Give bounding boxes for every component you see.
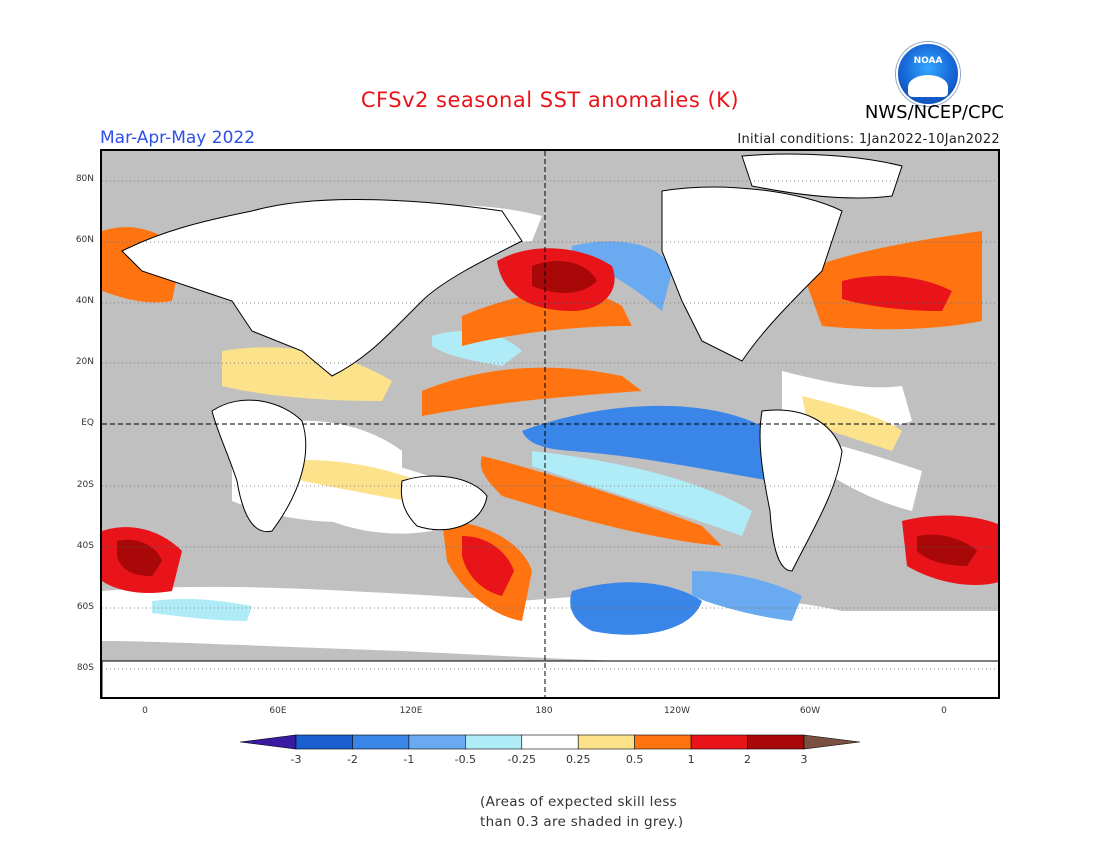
colorbar-tick-label: -0.5: [454, 753, 477, 766]
africa: [211, 399, 307, 533]
eurasia: [121, 198, 523, 377]
noaa-logo-text: NOAA: [913, 56, 943, 66]
lon-label-0-east: 0: [941, 706, 947, 716]
colorbar-box: [521, 734, 579, 750]
colorbar-tick-label: 0.5: [625, 753, 644, 766]
colorbar-box: [577, 734, 635, 750]
colorbar-box: [465, 734, 523, 750]
colorbar-tick-label: -3: [290, 753, 302, 766]
lat-label-80s: 80S: [76, 663, 94, 673]
colorbar-tick-label: -0.25: [507, 753, 536, 766]
lat-label-60n: 60N: [75, 235, 94, 245]
lon-label-60e: 60E: [269, 706, 287, 716]
org-label: NWS/NCEP/CPC: [864, 102, 1004, 123]
chart-title: CFSv2 seasonal SST anomalies (K): [360, 88, 740, 112]
negative-anomaly-areas: [152, 241, 802, 635]
colorbar-box: [747, 734, 805, 750]
lat-label-40n: 40N: [75, 296, 94, 306]
noaa-bird-icon: [908, 75, 948, 97]
lat-label-eq: EQ: [81, 418, 94, 428]
north-america: [661, 186, 843, 362]
colorbar-box: [295, 734, 353, 750]
australia: [400, 475, 488, 531]
greenland: [741, 153, 903, 199]
colorbar-box: [634, 734, 692, 750]
skill-note-line2: than 0.3 are shaded in grey.): [480, 814, 684, 830]
lon-label-120w: 120W: [663, 706, 691, 716]
skill-note: (Areas of expected skill less than 0.3 a…: [480, 792, 684, 832]
skill-note-line1: (Areas of expected skill less: [480, 794, 677, 810]
lon-label-60w: 60W: [799, 706, 821, 716]
lat-label-80n: 80N: [75, 174, 94, 184]
colorbar: [240, 734, 860, 750]
sst-anomaly-map: [100, 149, 1000, 699]
colorbar-max-triangle: [803, 734, 860, 750]
lat-label-40s: 40S: [76, 541, 94, 551]
colorbar-box: [352, 734, 410, 750]
colorbar-tick-label: 1: [687, 753, 695, 766]
noaa-logo: NOAA: [896, 42, 960, 106]
colorbar-tick-label: -1: [403, 753, 415, 766]
lon-label-120e: 120E: [399, 706, 423, 716]
positive-anomaly-areas: [102, 227, 998, 621]
season-label: Mar-Apr-May 2022: [100, 128, 256, 148]
colorbar-box: [690, 734, 748, 750]
colorbar-tick-label: -2: [346, 753, 358, 766]
lat-label-20s: 20S: [76, 480, 94, 490]
initial-conditions-label: Initial conditions: 1Jan2022-10Jan2022: [737, 132, 1000, 147]
colorbar-tick-label: 2: [744, 753, 752, 766]
map-graphics: [102, 151, 998, 697]
colorbar-tick-label: 3: [800, 753, 808, 766]
lon-label-180: 180: [535, 706, 553, 716]
lon-label-0: 0: [142, 706, 148, 716]
lat-label-60s: 60S: [76, 602, 94, 612]
land-masses: [102, 153, 998, 697]
colorbar-min-triangle: [240, 734, 297, 750]
colorbar-box: [408, 734, 466, 750]
antarctica: [102, 660, 998, 697]
lat-label-20n: 20N: [75, 357, 94, 367]
south-america: [759, 409, 843, 572]
colorbar-tick-label: 0.25: [565, 753, 591, 766]
